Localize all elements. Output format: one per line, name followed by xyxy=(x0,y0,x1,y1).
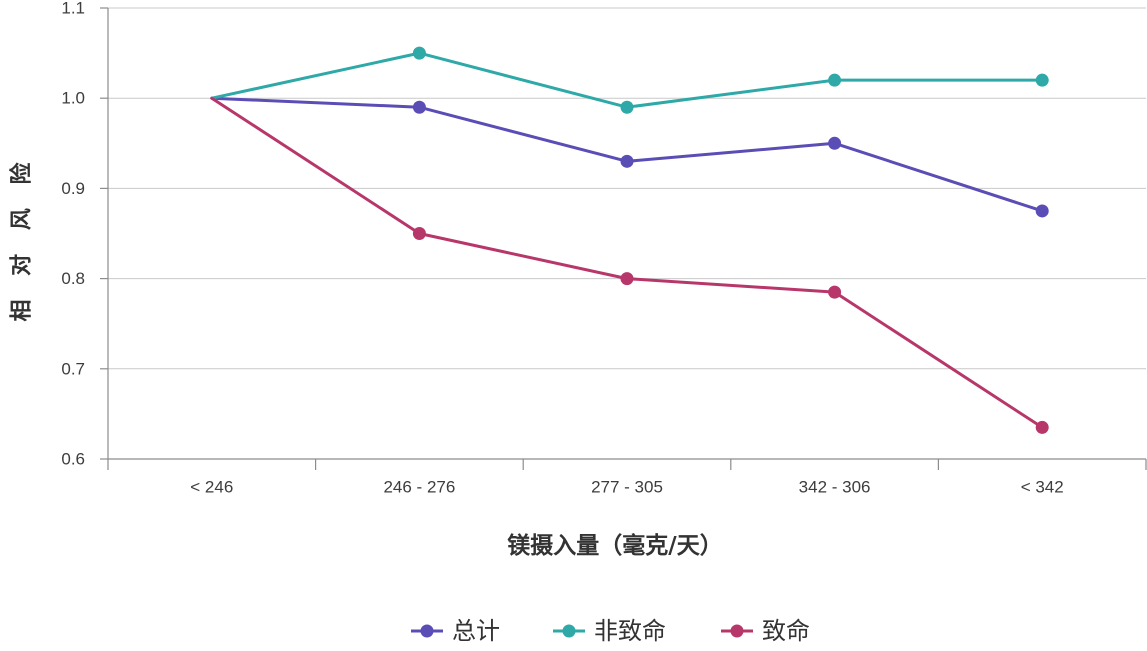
x-tick-label: 342 - 306 xyxy=(799,478,871,497)
series-group xyxy=(210,96,1049,218)
data-point xyxy=(412,46,426,60)
data-point xyxy=(412,100,426,114)
data-point xyxy=(1035,73,1049,87)
legend: 总计 非致命 致命 xyxy=(411,617,810,645)
data-point xyxy=(828,73,842,87)
data-point xyxy=(620,272,634,286)
legend-marker xyxy=(730,624,744,638)
series-group xyxy=(210,46,1049,114)
gridlines xyxy=(108,7,1146,370)
data-point xyxy=(412,227,426,240)
x-axis-title: 镁摄入量（毫克/天） xyxy=(507,532,722,559)
series-line xyxy=(210,51,1044,109)
legend-marker xyxy=(420,624,434,638)
axes: 0.6 0.7 0.8 0.9 1.0 1.1 < 246 246 - 276 277 - 30… xyxy=(61,0,1147,497)
legend-label: 总计 xyxy=(452,617,500,645)
legend-label: 非致命 xyxy=(594,617,666,645)
y-axis-title: 相 对 风 险 xyxy=(9,155,35,322)
data-point xyxy=(828,285,842,299)
y-tick-label: 1.0 xyxy=(61,89,85,108)
y-tick-label: 0.9 xyxy=(61,179,85,198)
x-tick-label: 277 - 305 xyxy=(591,478,663,497)
series-line xyxy=(210,96,1044,429)
legend-marker xyxy=(562,624,576,638)
legend-item: 非致命 xyxy=(553,617,666,645)
series-line xyxy=(210,96,1044,213)
x-tick-label: < 342 xyxy=(1021,478,1064,497)
legend-item: 致命 xyxy=(721,617,810,645)
data-point xyxy=(1035,420,1049,434)
x-tick-label: < 246 xyxy=(190,478,233,497)
y-tick-label: 0.6 xyxy=(61,450,85,469)
y-tick-label: 1.1 xyxy=(61,0,85,18)
legend-label: 致命 xyxy=(762,617,810,645)
data-point xyxy=(620,100,634,114)
data-point xyxy=(620,154,634,168)
series-group xyxy=(210,96,1049,434)
y-tick-label: 0.8 xyxy=(61,269,85,288)
y-tick-label: 0.7 xyxy=(61,359,85,378)
x-tick-label: 246 - 276 xyxy=(383,478,455,497)
data-point xyxy=(1035,204,1049,218)
data-point xyxy=(828,136,842,150)
series xyxy=(210,46,1049,434)
legend-item: 总计 xyxy=(411,617,500,645)
